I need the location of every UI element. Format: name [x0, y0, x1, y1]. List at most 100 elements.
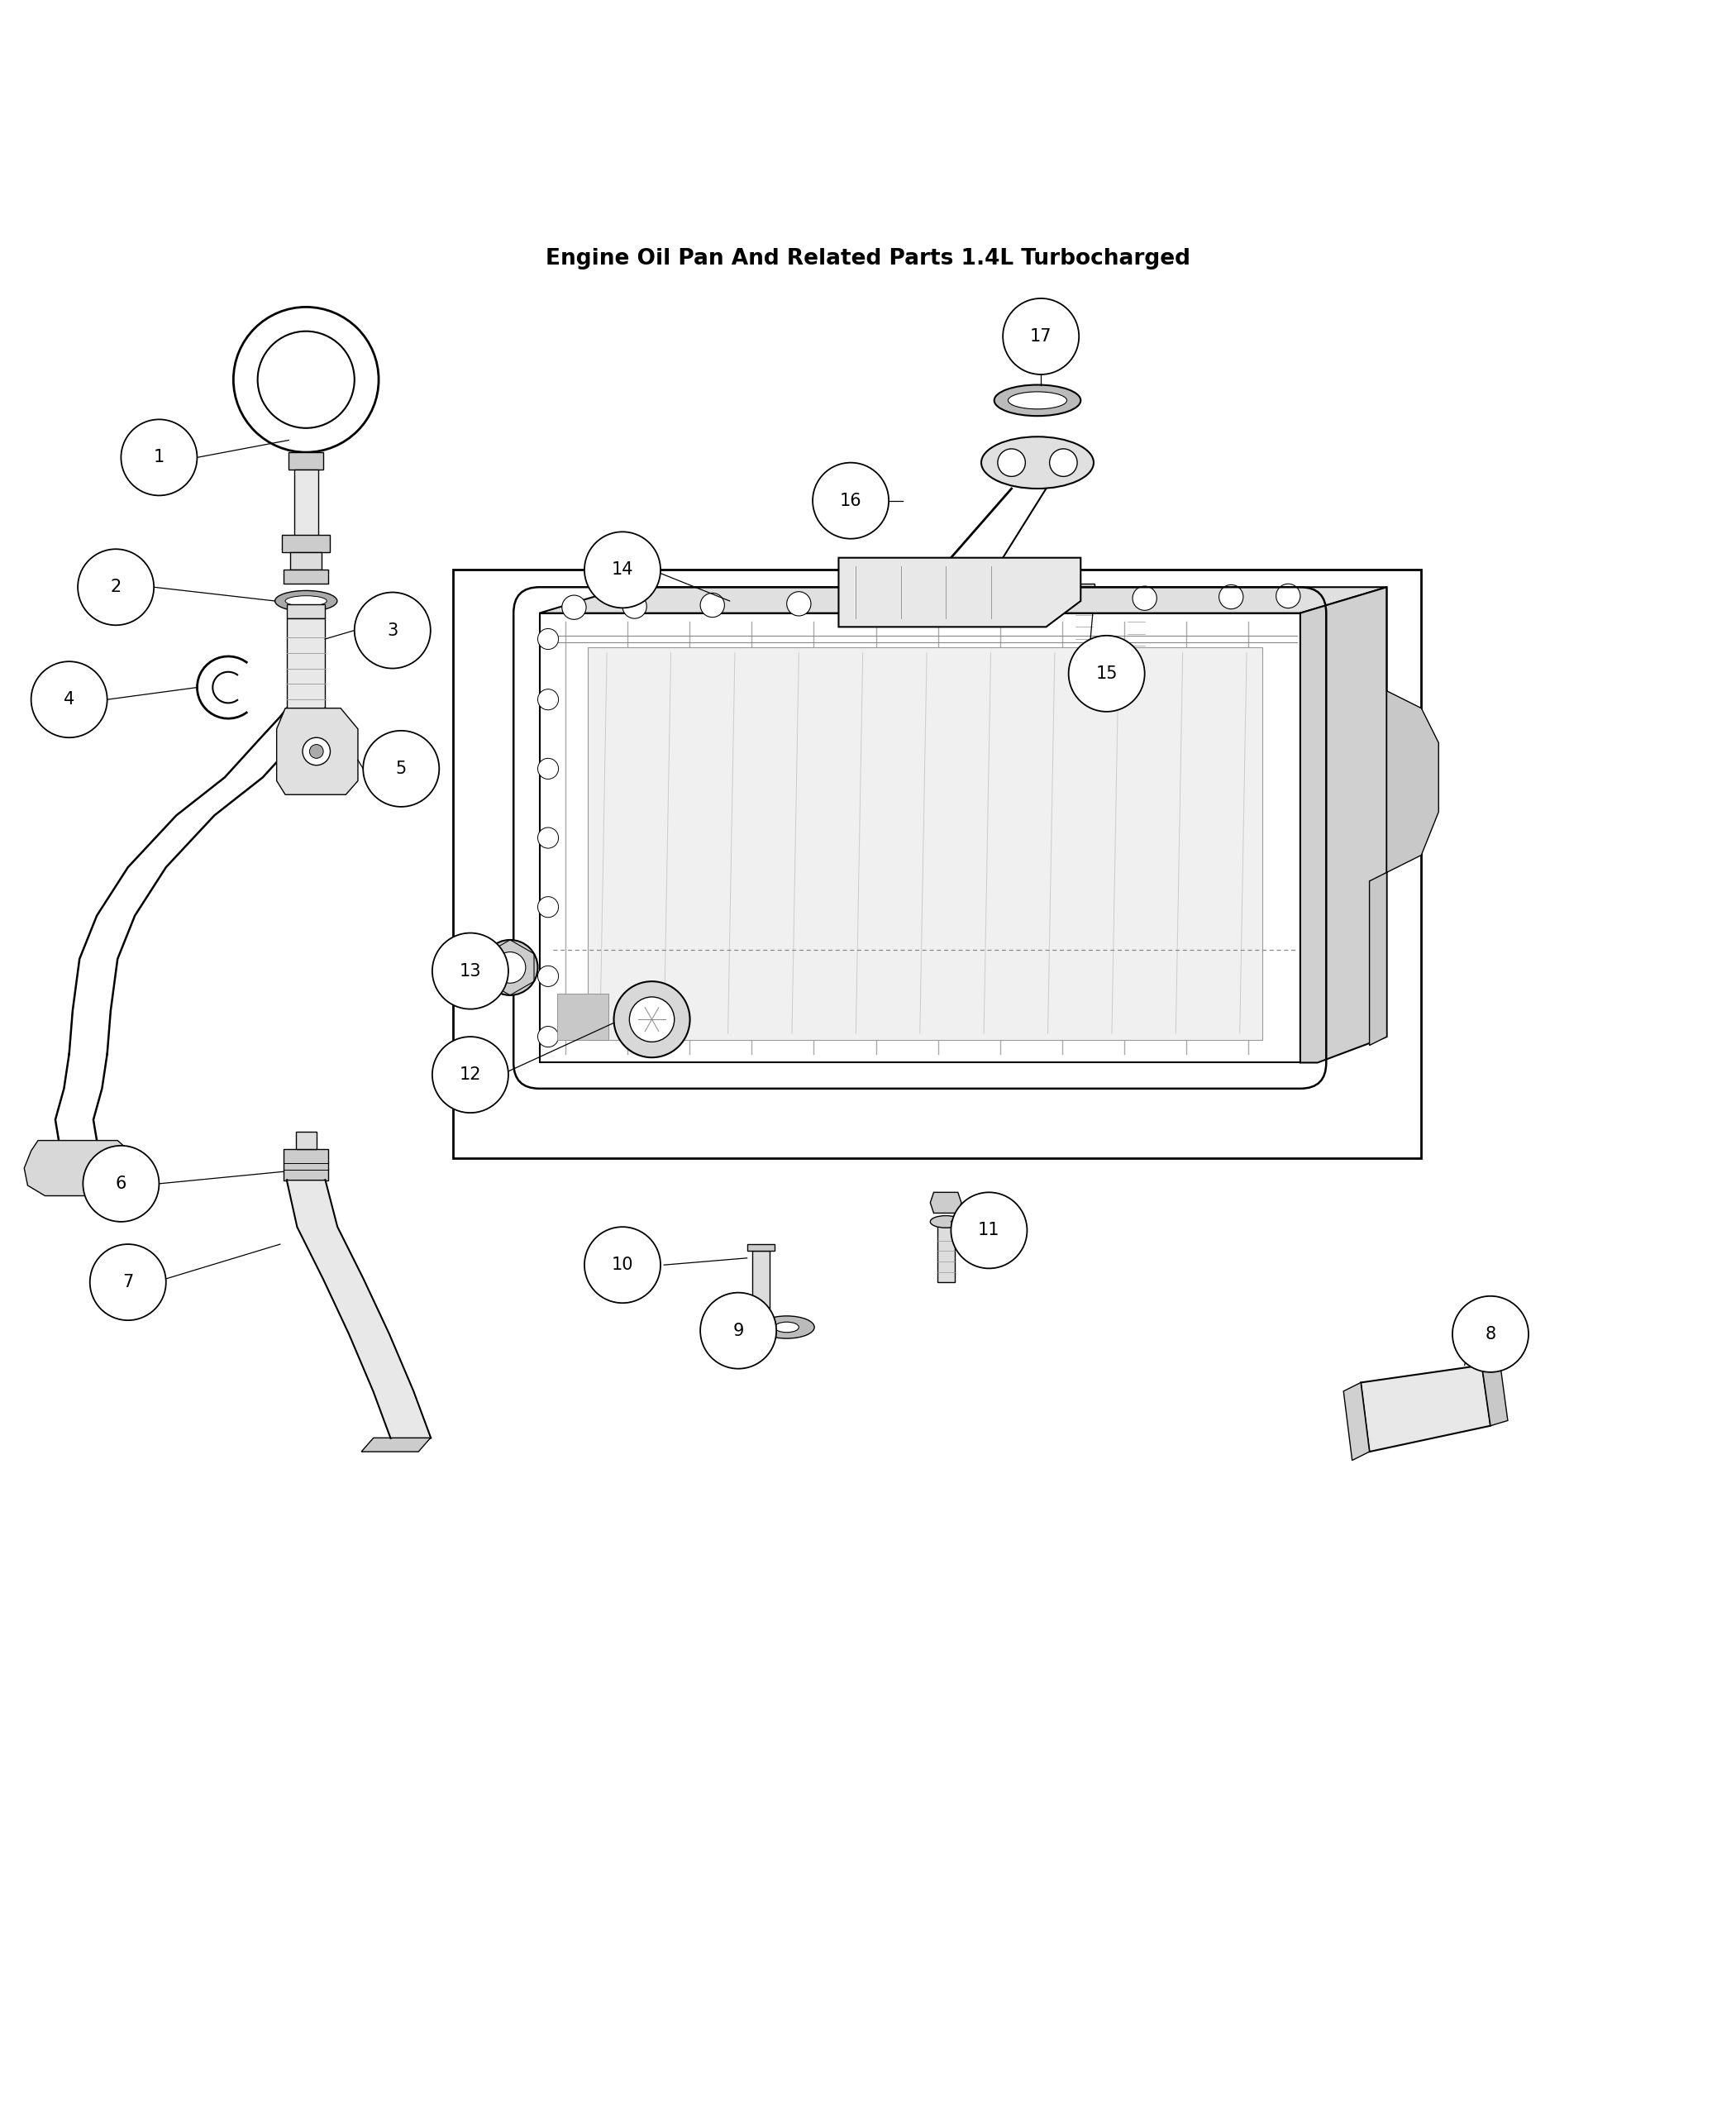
- Circle shape: [700, 592, 724, 618]
- Polygon shape: [1076, 601, 1092, 653]
- Text: 1: 1: [153, 449, 165, 466]
- Circle shape: [630, 997, 674, 1041]
- Circle shape: [538, 896, 559, 917]
- Text: 14: 14: [611, 561, 634, 578]
- Polygon shape: [540, 613, 1300, 1062]
- Circle shape: [700, 1292, 776, 1368]
- Circle shape: [483, 940, 538, 995]
- Circle shape: [562, 594, 587, 620]
- Circle shape: [538, 828, 559, 847]
- Text: 8: 8: [1484, 1326, 1496, 1343]
- Text: 17: 17: [1029, 329, 1052, 346]
- Polygon shape: [557, 993, 609, 1039]
- Circle shape: [812, 462, 889, 540]
- Polygon shape: [286, 618, 325, 708]
- Circle shape: [538, 628, 559, 649]
- Polygon shape: [290, 552, 321, 569]
- Text: 9: 9: [733, 1322, 743, 1339]
- Circle shape: [538, 759, 559, 780]
- Text: Engine Oil Pan And Related Parts 1.4L Turbocharged: Engine Oil Pan And Related Parts 1.4L Tu…: [545, 249, 1191, 270]
- Polygon shape: [286, 1180, 431, 1438]
- Text: 7: 7: [123, 1273, 134, 1290]
- Polygon shape: [752, 1252, 769, 1313]
- Circle shape: [623, 594, 648, 618]
- Polygon shape: [293, 470, 318, 552]
- Text: 15: 15: [1095, 666, 1118, 681]
- Polygon shape: [540, 588, 1387, 613]
- Polygon shape: [937, 1223, 955, 1282]
- Circle shape: [538, 965, 559, 987]
- Circle shape: [538, 689, 559, 710]
- Circle shape: [432, 1037, 509, 1113]
- Polygon shape: [276, 708, 358, 795]
- Circle shape: [1047, 588, 1071, 611]
- Polygon shape: [1483, 1358, 1509, 1425]
- Polygon shape: [288, 453, 323, 470]
- Circle shape: [998, 449, 1026, 476]
- Circle shape: [257, 331, 354, 428]
- Polygon shape: [295, 1132, 316, 1149]
- Ellipse shape: [930, 1216, 962, 1227]
- Circle shape: [615, 982, 689, 1058]
- Polygon shape: [589, 647, 1262, 1039]
- Polygon shape: [1370, 588, 1439, 1046]
- Circle shape: [538, 1027, 559, 1048]
- Ellipse shape: [1069, 594, 1099, 607]
- Polygon shape: [1125, 590, 1146, 607]
- Circle shape: [786, 592, 811, 616]
- Circle shape: [585, 531, 660, 607]
- Circle shape: [122, 419, 198, 495]
- Text: 2: 2: [111, 580, 122, 594]
- Circle shape: [1003, 299, 1080, 375]
- Text: 13: 13: [460, 963, 481, 980]
- Circle shape: [1276, 584, 1300, 607]
- Ellipse shape: [285, 597, 326, 607]
- Circle shape: [951, 1193, 1028, 1269]
- Circle shape: [363, 731, 439, 807]
- Text: 16: 16: [840, 493, 861, 508]
- Ellipse shape: [274, 590, 337, 611]
- Polygon shape: [1127, 607, 1144, 660]
- Text: 4: 4: [64, 691, 75, 708]
- Circle shape: [309, 744, 323, 759]
- Polygon shape: [930, 1193, 962, 1212]
- Text: 11: 11: [977, 1223, 1000, 1240]
- Polygon shape: [1075, 584, 1094, 601]
- Polygon shape: [361, 1438, 431, 1452]
- Polygon shape: [752, 1313, 769, 1328]
- Polygon shape: [283, 569, 328, 584]
- Circle shape: [31, 662, 108, 738]
- Ellipse shape: [774, 1322, 799, 1332]
- Ellipse shape: [995, 386, 1082, 415]
- Ellipse shape: [759, 1315, 814, 1339]
- Polygon shape: [24, 1140, 139, 1195]
- Circle shape: [495, 953, 526, 982]
- Circle shape: [302, 738, 330, 765]
- Circle shape: [90, 1244, 167, 1320]
- Text: 6: 6: [116, 1176, 127, 1191]
- Text: 5: 5: [396, 761, 406, 778]
- Polygon shape: [838, 559, 1082, 626]
- Text: 10: 10: [611, 1256, 634, 1273]
- Polygon shape: [283, 1149, 328, 1180]
- Polygon shape: [1344, 1383, 1370, 1461]
- Polygon shape: [286, 605, 325, 618]
- Circle shape: [960, 588, 984, 613]
- Circle shape: [1050, 449, 1078, 476]
- Ellipse shape: [1009, 392, 1068, 409]
- Bar: [453, 569, 1422, 1157]
- Ellipse shape: [981, 436, 1094, 489]
- Circle shape: [585, 1227, 660, 1303]
- Circle shape: [83, 1145, 160, 1223]
- Circle shape: [873, 590, 898, 616]
- Polygon shape: [1300, 588, 1387, 1062]
- Circle shape: [354, 592, 431, 668]
- Circle shape: [1219, 584, 1243, 609]
- Circle shape: [1132, 586, 1156, 611]
- Polygon shape: [746, 1244, 774, 1252]
- Circle shape: [1453, 1296, 1528, 1372]
- Polygon shape: [1361, 1366, 1491, 1452]
- Text: 3: 3: [387, 622, 398, 639]
- Polygon shape: [281, 535, 330, 552]
- Circle shape: [1069, 635, 1144, 713]
